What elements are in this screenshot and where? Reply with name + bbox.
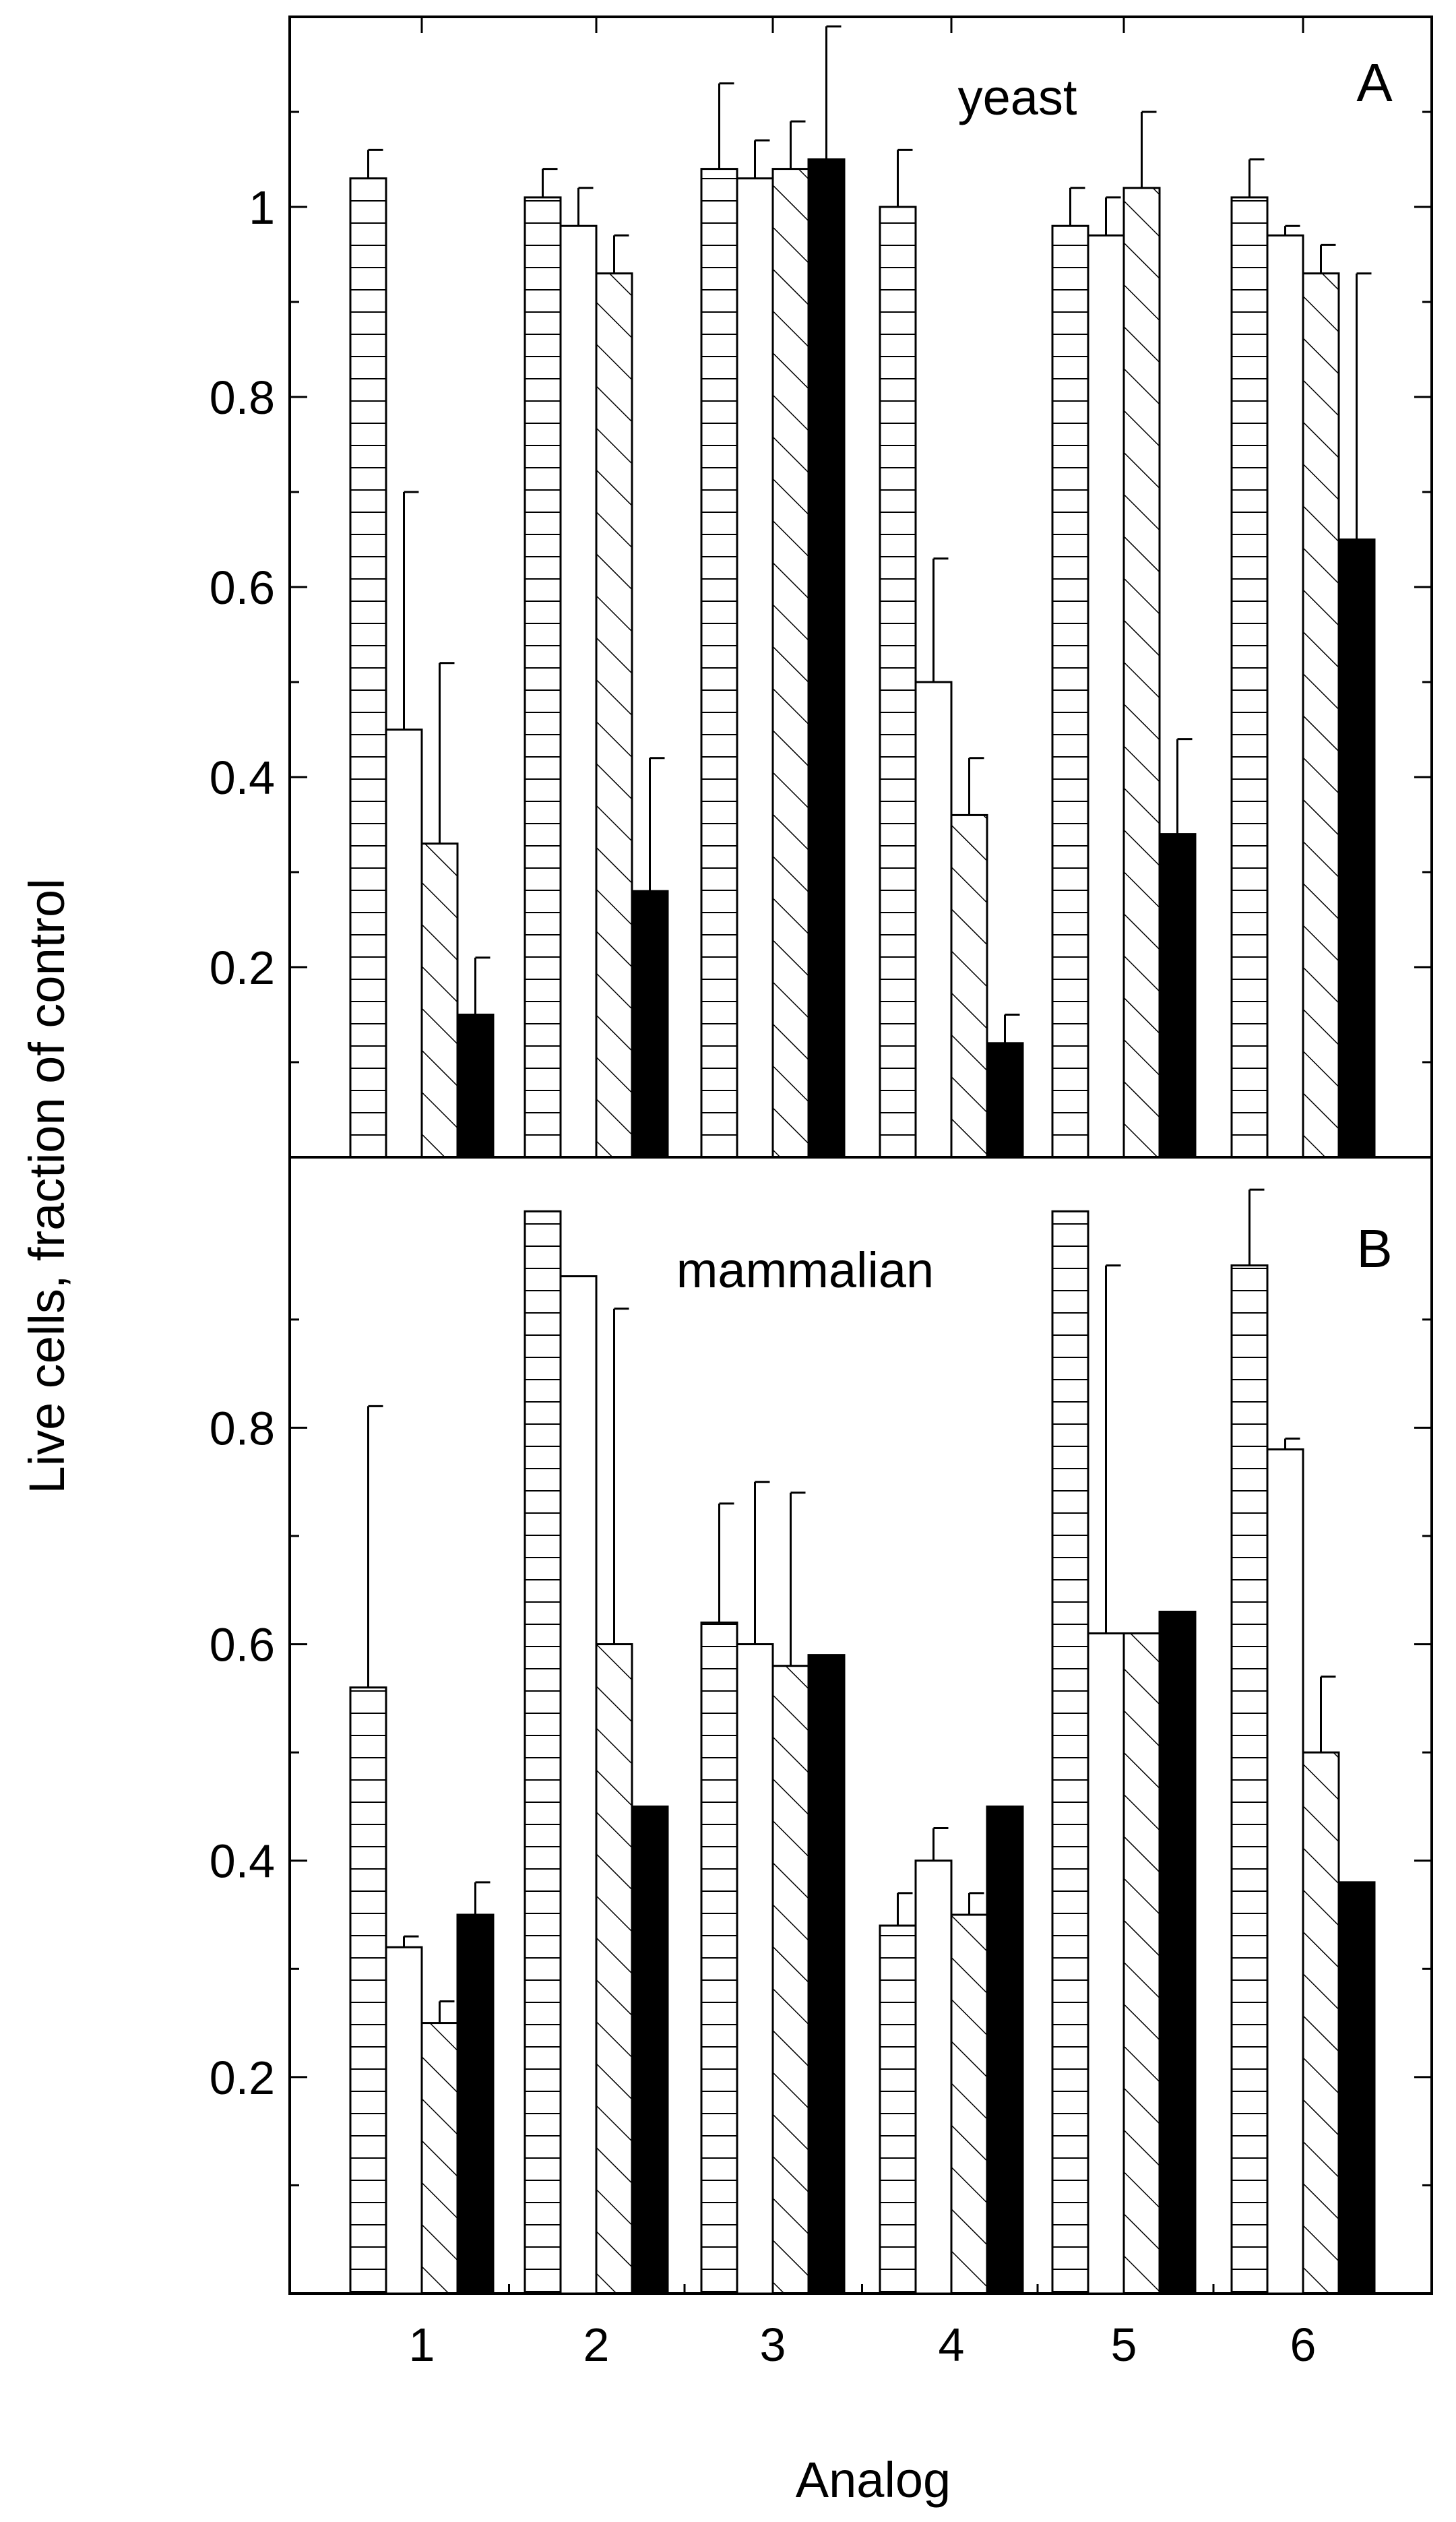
panel-a-bar-series-2-analog-1 bbox=[385, 729, 423, 1159]
panel-a-bar-series-1-analog-5 bbox=[1051, 224, 1089, 1159]
panel-a-ytick-label: 1 bbox=[249, 181, 275, 234]
panel-a-letter: A bbox=[1356, 53, 1393, 113]
panel-a-bar-series-1-analog-3 bbox=[700, 168, 738, 1159]
panel-a-bar-series-3-analog-4 bbox=[950, 813, 988, 1159]
panel-b-bar-series-3-analog-3 bbox=[771, 1665, 810, 2295]
panel-a-ytick-label: 0.6 bbox=[210, 561, 275, 614]
panel-a-bar-series-2-analog-5 bbox=[1087, 234, 1125, 1159]
panel-a-bar-series-2-analog-6 bbox=[1266, 234, 1304, 1159]
panel-b-ytick-label: 0.2 bbox=[210, 2052, 275, 2104]
panel-b-bar-series-3-analog-5 bbox=[1122, 1632, 1161, 2295]
y-axis-title: Live cells, fraction of control bbox=[19, 878, 75, 1494]
panel-b-bar-series-2-analog-1 bbox=[385, 1946, 423, 2295]
panel-b-bar-series-2-analog-6 bbox=[1266, 1448, 1304, 2295]
panel-b-bar-series-2-analog-5 bbox=[1087, 1632, 1125, 2295]
panel-a-bar-series-2-analog-2 bbox=[559, 224, 598, 1159]
panel-a-bar-series-4-analog-6 bbox=[1337, 539, 1376, 1159]
panel-a-ytick-label: 0.2 bbox=[210, 942, 275, 994]
panel-b-bar-series-1-analog-2 bbox=[524, 1210, 562, 2295]
panel-b-letter: B bbox=[1356, 1219, 1392, 1279]
panel-a-bar-series-4-analog-5 bbox=[1158, 833, 1197, 1159]
panel-b-bar-series-4-analog-5 bbox=[1158, 1610, 1197, 2295]
x-tick-label: 1 bbox=[409, 2318, 435, 2371]
panel-a-ytick-label: 0.8 bbox=[210, 371, 275, 424]
panel-b-bar-series-4-analog-2 bbox=[631, 1805, 669, 2295]
panel-yeast: yeast A 0.2 0.4 0.6 0.8 1 bbox=[210, 16, 1433, 1159]
panel-b-ytick-label: 0.6 bbox=[210, 1619, 275, 1671]
panel-a-bar-series-3-analog-6 bbox=[1302, 272, 1340, 1159]
x-tick-label: 2 bbox=[583, 2318, 610, 2371]
x-axis-title: Analog bbox=[796, 2452, 951, 2508]
panel-b-bar-series-4-analog-4 bbox=[986, 1805, 1024, 2295]
panel-mammalian: mammalian B 0.2 0.4 0.6 0.8 bbox=[210, 1156, 1433, 2295]
panel-a-bar-series-1-analog-6 bbox=[1230, 196, 1269, 1159]
panel-b-bar-series-2-analog-2 bbox=[559, 1275, 598, 2295]
panel-b-bar-series-2-analog-3 bbox=[736, 1643, 774, 2295]
panel-a-bar-series-1-analog-1 bbox=[349, 177, 387, 1159]
panel-b-bar-series-1-analog-6 bbox=[1230, 1264, 1269, 2295]
panel-b-bar-series-3-analog-6 bbox=[1302, 1751, 1340, 2295]
x-tick-label: 3 bbox=[760, 2318, 786, 2371]
panel-b-bar-series-3-analog-4 bbox=[950, 1913, 988, 2295]
panel-b-ytick-label: 0.8 bbox=[210, 1402, 275, 1454]
panel-a-bar-series-4-analog-3 bbox=[807, 158, 846, 1159]
panel-b-bar-series-2-analog-4 bbox=[914, 1859, 953, 2295]
panel-a-bar-series-3-analog-2 bbox=[595, 272, 633, 1159]
panel-a-bar-series-4-analog-1 bbox=[456, 1014, 495, 1159]
panel-a-bar-series-3-analog-5 bbox=[1122, 187, 1161, 1159]
panel-a-bar-series-3-analog-1 bbox=[420, 842, 459, 1159]
panel-b-bar-series-4-analog-1 bbox=[456, 1913, 495, 2295]
panel-a-bar-series-2-analog-3 bbox=[736, 177, 774, 1159]
panel-a-bar-series-1-analog-2 bbox=[524, 196, 562, 1159]
panel-a-bar-series-3-analog-3 bbox=[771, 168, 810, 1159]
panel-a-bar-series-4-analog-2 bbox=[631, 890, 669, 1159]
panel-b-bar-series-1-analog-3 bbox=[700, 1621, 738, 2295]
panel-a-bar-series-2-analog-4 bbox=[914, 681, 953, 1159]
panel-a-bar-series-4-analog-4 bbox=[986, 1042, 1024, 1159]
x-tick-label: 5 bbox=[1111, 2318, 1137, 2371]
panel-b-bar-series-1-analog-4 bbox=[879, 1924, 917, 2295]
panel-b-bar-series-4-analog-3 bbox=[807, 1654, 846, 2295]
x-tick-label: 6 bbox=[1290, 2318, 1317, 2371]
panel-b-bar-series-4-analog-6 bbox=[1337, 1881, 1376, 2295]
panel-b-title: mammalian bbox=[676, 1242, 934, 1298]
x-tick-label: 4 bbox=[939, 2318, 965, 2371]
panel-b-bar-series-3-analog-2 bbox=[595, 1643, 633, 2295]
panel-b-bar-series-1-analog-1 bbox=[349, 1686, 387, 2295]
panel-a-title: yeast bbox=[958, 69, 1077, 125]
panel-b-frame bbox=[288, 1156, 1433, 2295]
panel-b-ytick-label: 0.4 bbox=[210, 1835, 275, 1888]
panel-a-bar-series-1-analog-4 bbox=[879, 206, 917, 1159]
panel-a-ytick-label: 0.4 bbox=[210, 751, 275, 804]
panel-b-bar-series-3-analog-1 bbox=[420, 2022, 459, 2295]
panel-b-bar-series-1-analog-5 bbox=[1051, 1210, 1089, 2295]
